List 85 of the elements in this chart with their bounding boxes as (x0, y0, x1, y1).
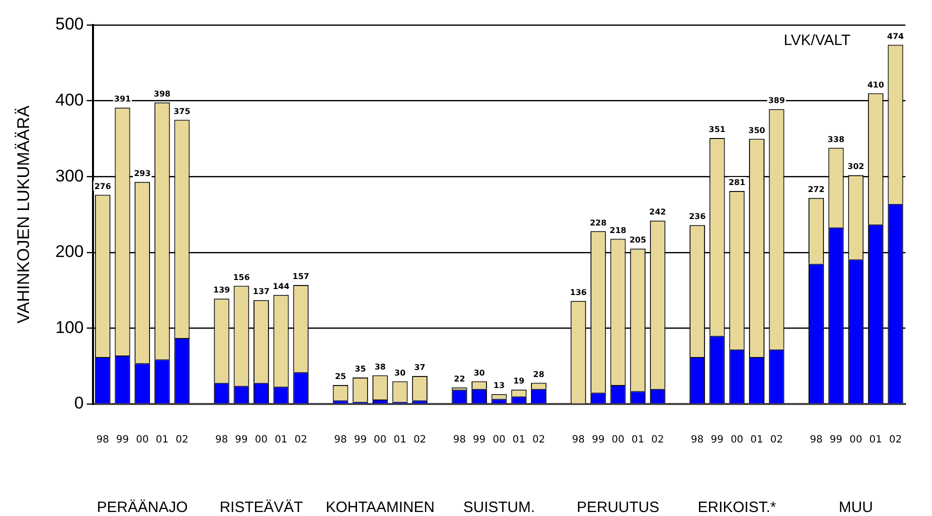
text: RISTEÄVÄT (220, 499, 303, 516)
x-tick-label: 00 (136, 434, 149, 446)
text: ERIKOIST.* (698, 499, 776, 516)
y-axis-title: VAHINKOJEN LUKUMÄÄRÄ (14, 104, 33, 324)
total-label: 30 (394, 368, 406, 378)
x-tick-label: 99 (354, 434, 367, 446)
x-tick-label: 01 (394, 434, 406, 446)
total-label: 25 (334, 372, 347, 382)
y-tick-label: 400 (55, 90, 84, 110)
total-label: 350 (748, 126, 766, 135)
x-tick-label: 99 (830, 434, 842, 446)
x-tick-label: 00 (612, 434, 624, 446)
total-label: 474 (887, 32, 904, 41)
total-label: 236 (688, 212, 706, 222)
total-label: 398 (154, 89, 171, 98)
x-tick-label: 02 (294, 434, 308, 446)
x-tick-label: 00 (849, 434, 862, 446)
x-tick-label: 02 (889, 434, 902, 446)
x-tick-label: 98 (215, 434, 228, 446)
x-tick-label: 99 (472, 434, 486, 446)
x-tick-label: 00 (492, 434, 506, 446)
total-label: 351 (708, 125, 726, 134)
x-tick-label: 98 (453, 434, 466, 446)
total-label: 13 (494, 381, 505, 390)
x-tick-label: 02 (176, 434, 188, 446)
total-label: 218 (610, 226, 627, 235)
x-tick-label: 98 (334, 434, 347, 446)
x-tick-label: 02 (651, 434, 664, 446)
total-label: 272 (808, 184, 825, 194)
text: SUISTUM. (463, 499, 535, 516)
total-label: 139 (213, 286, 230, 295)
text: PERUUTUS (576, 499, 660, 516)
x-tick-label: 99 (235, 434, 248, 446)
text: MUU (838, 499, 873, 516)
total-label: 205 (629, 236, 647, 245)
y-tick-label: 100 (55, 318, 84, 337)
x-tick-label: 02 (770, 434, 783, 446)
x-tick-label: 01 (156, 434, 168, 446)
total-label: 156 (233, 272, 250, 282)
x-tick-label: 00 (254, 434, 268, 446)
x-tick-label: 98 (572, 434, 585, 446)
total-label: 137 (252, 287, 270, 296)
x-tick-label: 01 (512, 434, 526, 446)
x-tick-label: 99 (710, 434, 724, 446)
x-tick-label: 98 (810, 434, 823, 446)
total-label: 375 (174, 106, 191, 116)
total-label: 157 (292, 272, 310, 282)
total-label: 293 (134, 168, 151, 178)
total-label: 242 (649, 208, 666, 217)
total-label: 136 (570, 288, 588, 297)
y-tick-label: 200 (55, 242, 84, 262)
total-label: 410 (867, 80, 884, 90)
total-label: 228 (590, 218, 607, 228)
x-tick-label: 02 (532, 434, 546, 446)
text: PERÄÄNAJO (96, 499, 188, 516)
total-label: 37 (414, 363, 426, 372)
x-tick-label: 01 (750, 434, 764, 446)
total-label: 35 (354, 364, 366, 374)
x-tick-label: 98 (96, 434, 110, 446)
total-label: 144 (272, 282, 290, 291)
x-tick-label: 01 (631, 434, 644, 446)
x-tick-label: 00 (374, 434, 387, 446)
x-tick-label: 02 (413, 434, 426, 446)
total-label: 391 (114, 94, 132, 104)
y-tick-label: 300 (55, 166, 84, 186)
total-label: 22 (454, 374, 466, 384)
y-tick-label: 0 (74, 394, 84, 413)
annotation: LVK/VALT (784, 32, 850, 49)
total-label: 302 (848, 162, 864, 172)
x-tick-label: 01 (869, 434, 882, 446)
x-tick-label: 99 (592, 434, 605, 446)
x-tick-label: 01 (274, 434, 288, 446)
total-label: 389 (768, 96, 786, 106)
total-label: 19 (513, 376, 525, 386)
total-label: 338 (828, 134, 845, 144)
total-label: 38 (374, 362, 386, 372)
y-tick-label: 500 (55, 14, 84, 34)
total-label: 281 (728, 178, 746, 188)
x-tick-label: 98 (690, 434, 704, 446)
text: KOHTAAMINEN (326, 499, 435, 516)
total-label: 28 (533, 370, 545, 379)
total-label: 30 (474, 368, 486, 378)
x-tick-label: 00 (730, 434, 744, 446)
x-tick-label: 99 (116, 434, 129, 446)
total-label: 276 (94, 182, 112, 191)
